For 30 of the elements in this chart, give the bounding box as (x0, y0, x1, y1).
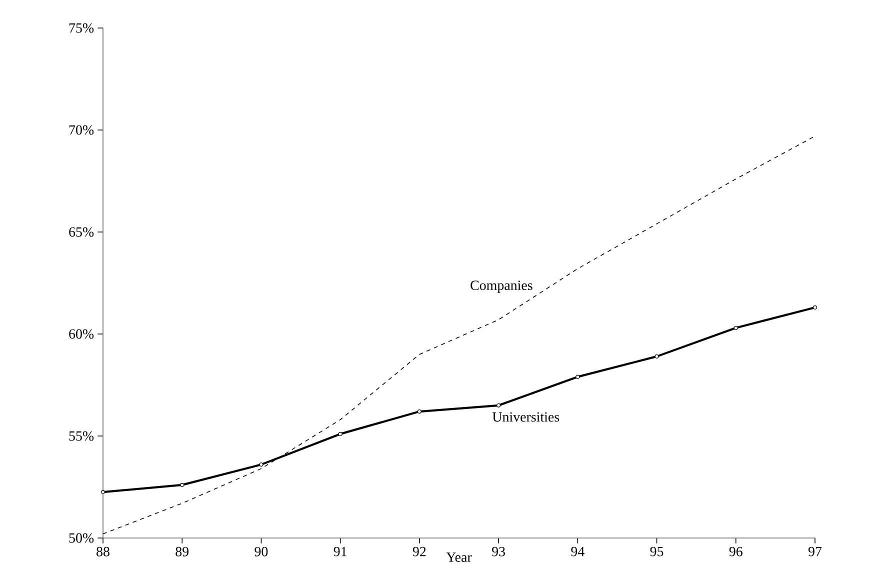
line-series (102, 136, 816, 534)
point (417, 409, 422, 414)
point (180, 482, 184, 488)
x-tick-label: 93 (492, 546, 505, 556)
x-tick-label: 94 (571, 546, 584, 556)
x-tick-label: 96 (729, 546, 742, 556)
series-label: Universities (492, 412, 560, 422)
point (338, 432, 342, 436)
point (812, 305, 818, 310)
x-tick-label: 89 (176, 546, 189, 556)
point (576, 374, 580, 379)
point (259, 462, 264, 467)
x-tick-label: 92 (412, 546, 426, 556)
x-tick-label: 88 (96, 546, 110, 556)
x-axis-title: Year (446, 552, 472, 562)
y-tick-label: 65% (69, 227, 94, 237)
y-tick-label: 55% (69, 431, 94, 441)
x-tick-label: 95 (650, 546, 664, 556)
y-tick-label: 70% (69, 125, 94, 135)
x-tick-label: 91 (334, 546, 346, 556)
point (496, 403, 501, 408)
series-label: Companies (470, 280, 532, 293)
point (100, 490, 106, 494)
y-tick-label: 75% (69, 23, 94, 33)
y-tick-label: 50% (69, 533, 94, 543)
x-tick-label: 97 (808, 546, 822, 556)
x-tick-label: 90 (254, 546, 268, 556)
point (734, 326, 738, 330)
point (654, 354, 659, 358)
y-tick-label: 60% (69, 329, 94, 339)
